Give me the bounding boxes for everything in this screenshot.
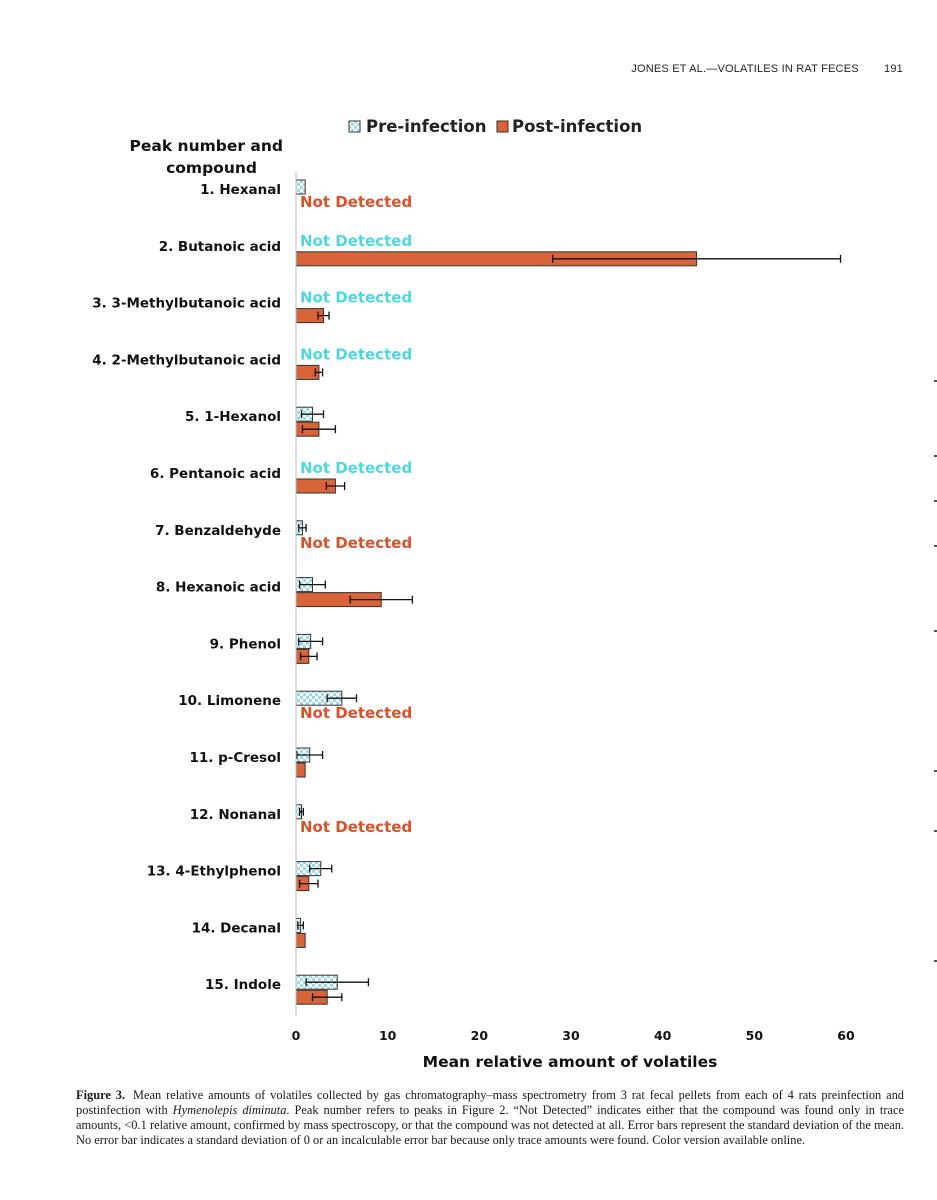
edge-mark (934, 545, 937, 547)
category-label: 6. Pentanoic acid (150, 466, 281, 482)
category-label: 15. Indole (205, 977, 281, 993)
bar-post-infection (295, 932, 306, 948)
figure-label: Figure 3. (76, 1088, 126, 1102)
bar-chart: Pre-infection Post-infection Peak number … (92, 117, 855, 1071)
running-head: JONES ET AL.—VOLATILES IN RAT FECES 191 (631, 63, 903, 75)
edge-mark (934, 960, 937, 962)
x-axis-title: Mean relative amount of volatiles (423, 1053, 718, 1071)
not-detected-pre: Not Detected (300, 459, 412, 477)
x-tick-label: 30 (562, 1028, 580, 1043)
bar-post-infection (295, 762, 306, 778)
page-number: 191 (884, 63, 903, 75)
x-axis: 0 10 20 30 40 50 60 (292, 172, 855, 1043)
x-tick-label: 60 (837, 1028, 855, 1043)
category-label: 8. Hexanoic acid (156, 580, 281, 596)
category-label: 11. p-Cresol (189, 750, 281, 766)
caption-text-1: Mean relative amounts of volatiles colle… (76, 1088, 904, 1117)
plot-area: 1. Hexanal Not Detected 2. Butanoic acid No… (92, 179, 842, 1005)
edge-mark (934, 770, 937, 772)
category-label: 1. Hexanal (200, 182, 281, 198)
edge-mark (934, 830, 937, 832)
category-label: 7. Benzaldehyde (155, 523, 281, 539)
edge-mark (934, 455, 937, 457)
not-detected-pre: Not Detected (300, 289, 412, 307)
figure-caption: Figure 3. Mean relative amounts of volati… (76, 1088, 904, 1148)
category-label: 3. 3-Methylbutanoic acid (92, 296, 281, 312)
category-axis-title-line-1: Peak number and (130, 137, 284, 155)
x-tick-label: 20 (471, 1028, 489, 1043)
not-detected-pre: Not Detected (300, 232, 412, 250)
not-detected-pre: Not Detected (300, 345, 412, 363)
caption-text-2: . Peak number refers to peaks in Figure … (76, 1103, 904, 1147)
not-detected-post: Not Detected (300, 818, 412, 836)
category-label: 4. 2-Methylbutanoic acid (92, 352, 281, 368)
legend-label-pre: Pre-infection (366, 117, 486, 136)
category-label: 10. Limonene (178, 693, 281, 709)
category-label: 12. Nonanal (190, 807, 281, 823)
x-tick-label: 40 (654, 1028, 672, 1043)
edge-mark (934, 500, 937, 502)
caption-species: Hymenolepis diminuta (172, 1103, 287, 1117)
edge-mark (934, 630, 937, 632)
category-label: 9. Phenol (210, 636, 281, 652)
legend-swatch-post (496, 120, 509, 133)
category-label: 13. 4-Ethylphenol (147, 864, 281, 880)
not-detected-post: Not Detected (300, 534, 412, 552)
legend-label-post: Post-infection (512, 117, 642, 136)
category-label: 2. Butanoic acid (159, 239, 281, 255)
category-axis-title-line-2: compound (166, 159, 257, 177)
running-head-title: JONES ET AL.—VOLATILES IN RAT FECES (631, 63, 859, 75)
legend-swatch-pre (348, 120, 361, 133)
not-detected-post: Not Detected (300, 704, 412, 722)
legend: Pre-infection Post-infection (348, 117, 642, 136)
category-label: 5. 1-Hexanol (185, 409, 281, 425)
category-label: 14. Decanal (192, 920, 281, 936)
bar-pre-infection (295, 179, 306, 195)
x-tick-label: 10 (379, 1028, 397, 1043)
x-tick-label: 50 (746, 1028, 764, 1043)
x-tick-label: 0 (292, 1028, 301, 1043)
edge-mark (934, 380, 937, 382)
not-detected-post: Not Detected (300, 193, 412, 211)
